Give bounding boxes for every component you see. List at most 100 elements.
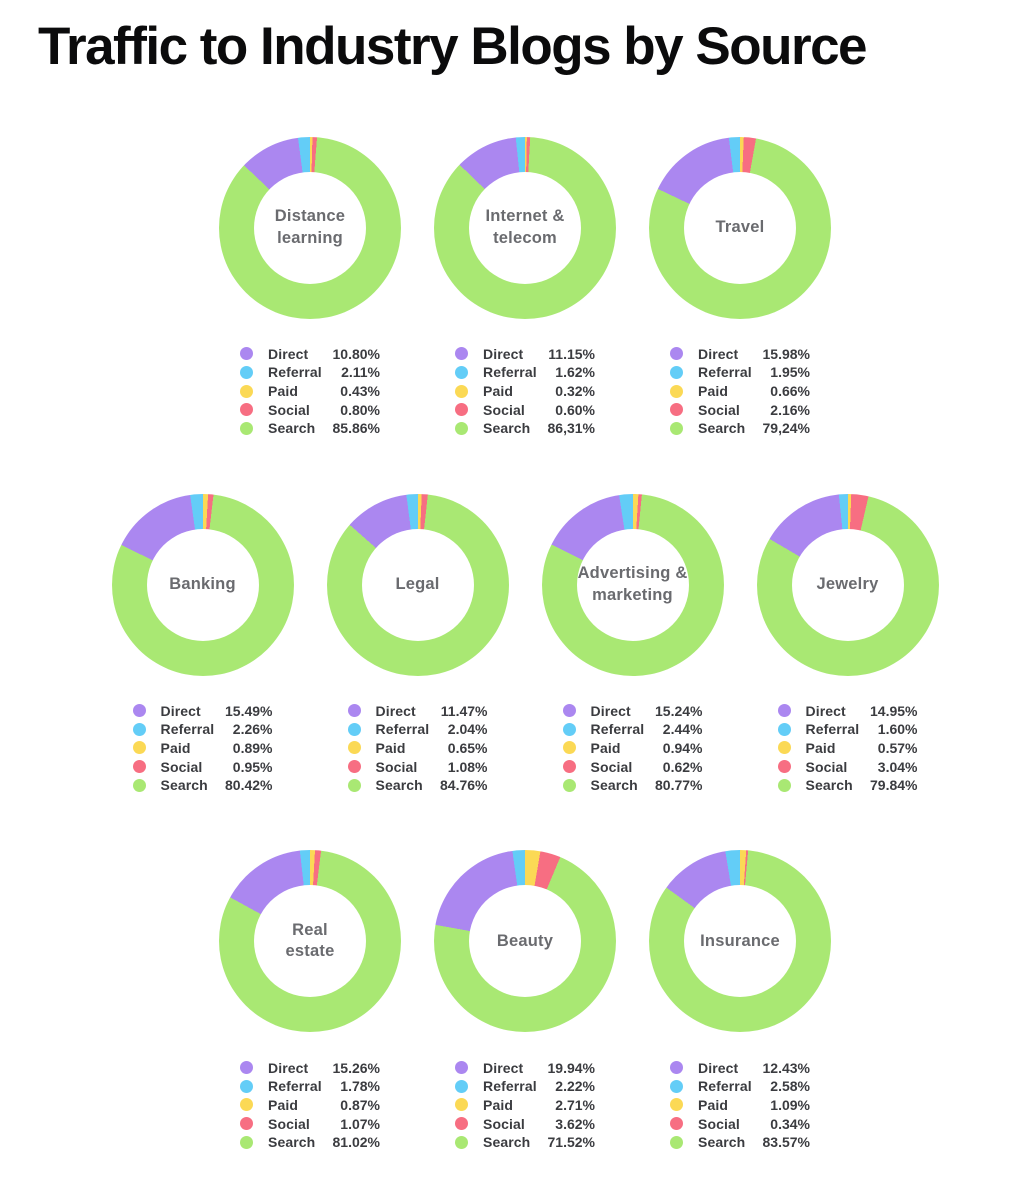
legend-swatch-direct-icon [132, 704, 146, 718]
chart-distance-learning: Distance learning Direct 10.80% Referral 2.1… [203, 136, 418, 438]
legend-label-paid: Paid [590, 739, 621, 756]
legend-swatch-search-icon [240, 421, 253, 435]
legend-value-paid: 1.09% [770, 1096, 810, 1113]
donut-chart-real-estate: Real estate [219, 850, 401, 1033]
legend-swatch-paid-icon [240, 384, 253, 398]
donut-chart-jewelry: Jewelry [756, 493, 939, 676]
legend-row-referral: Referral 2.26% [132, 720, 273, 739]
legend-swatch-direct-icon [777, 704, 791, 718]
legend-value-social: 0.34% [770, 1115, 810, 1132]
legend-value-referral: 2.11% [341, 364, 380, 381]
legend-swatch-search-icon [670, 421, 683, 435]
page-title: Traffic to Industry Blogs by Source [38, 17, 868, 76]
legend-value-direct: 10.80% [332, 345, 380, 362]
legend-row-direct: Direct 10.80% [240, 345, 380, 364]
legend-swatch-social-icon [347, 760, 361, 774]
legend-swatch-social-icon [562, 760, 576, 774]
legend-label-direct: Direct [483, 1059, 524, 1076]
legend-swatch-referral-icon [240, 365, 253, 379]
legend-value-paid: 2.71% [555, 1096, 595, 1113]
legend-label-search: Search [160, 777, 208, 794]
legend-label-social: Social [483, 1115, 525, 1132]
chart-travel: Travel Direct 15.98% Referral 1.95% Paid 0.66%… [633, 136, 848, 438]
legend-row-search: Search 84.76% [347, 776, 488, 795]
legend-row-search: Search 83.57% [670, 1133, 810, 1152]
legend-row-direct: Direct 11.47% [347, 702, 488, 721]
legend-swatch-referral-icon [670, 1079, 683, 1093]
legend-value-direct: 19.94% [547, 1059, 595, 1076]
legend-row-search: Search 80.77% [562, 776, 703, 795]
legend-row-social: Social 2.16% [670, 400, 810, 419]
legend-label-direct: Direct [805, 702, 846, 719]
donut-hole-real-estate: Real estate [254, 885, 366, 998]
legend-swatch-direct-icon [562, 704, 576, 718]
legend-label-direct: Direct [698, 345, 739, 362]
donut-chart-insurance: Insurance [649, 850, 831, 1033]
legend-label-social: Social [375, 758, 418, 775]
legend-row-direct: Direct 15.26% [240, 1058, 380, 1077]
legend-value-referral: 2.58% [770, 1078, 810, 1095]
legend-row-social: Social 0.95% [132, 757, 273, 776]
donut-hole-advertising-marketing: Advertising & marketing [576, 528, 689, 641]
legend-row-social: Social 3.04% [777, 757, 918, 776]
legend-beauty: Direct 19.94% Referral 2.22% Paid 2.71% Social… [455, 1058, 595, 1151]
legend-row-search: Search 79,24% [670, 419, 810, 438]
legend-label-paid: Paid [698, 383, 728, 400]
legend-row-search: Search 85.86% [240, 419, 380, 438]
legend-row-referral: Referral 1.60% [777, 720, 918, 739]
legend-row-referral: Referral 2.11% [240, 363, 380, 382]
legend-row-direct: Direct 12.43% [670, 1058, 810, 1077]
legend-value-direct: 15.49% [225, 702, 273, 719]
legend-label-search: Search [590, 777, 638, 794]
legend-swatch-direct-icon [240, 1061, 253, 1075]
legend-swatch-referral-icon [455, 365, 468, 379]
legend-label-referral: Referral [698, 364, 752, 381]
legend-row-search: Search 80.42% [132, 776, 273, 795]
legend-label-social: Social [483, 401, 525, 418]
legend-banking: Direct 15.49% Referral 2.26% Paid 0.89% Social… [132, 702, 273, 795]
legend-row-direct: Direct 15.98% [670, 345, 810, 364]
legend-row-referral: Referral 2.04% [347, 720, 488, 739]
legend-row-paid: Paid 2.71% [455, 1096, 595, 1115]
donut-chart-internet-telecom: Internet & telecom [434, 136, 616, 319]
legend-value-direct: 11.15% [548, 345, 595, 362]
chart-row-2: Banking Direct 15.49% Referral 2.26% Paid 0.89… [20, 493, 1030, 795]
legend-value-direct: 12.43% [762, 1059, 810, 1076]
legend-swatch-referral-icon [777, 722, 791, 736]
legend-label-search: Search [483, 1134, 531, 1151]
legend-label-direct: Direct [268, 1059, 309, 1076]
legend-label-social: Social [268, 1115, 310, 1132]
donut-chart-legal: Legal [326, 493, 509, 676]
legend-label-paid: Paid [805, 739, 836, 756]
legend-swatch-social-icon [132, 760, 146, 774]
legend-swatch-search-icon [670, 1135, 683, 1149]
legend-row-social: Social 0.62% [562, 757, 703, 776]
legend-swatch-social-icon [240, 1117, 253, 1131]
legend-label-search: Search [805, 777, 853, 794]
chart-center-label-beauty: Beauty [496, 931, 554, 950]
chart-insurance: Insurance Direct 12.43% Referral 2.58% Paid 1.… [633, 850, 848, 1151]
legend-label-direct: Direct [268, 345, 309, 362]
legend-value-paid: 0.57% [877, 739, 918, 756]
legend-value-search: 80.42% [225, 777, 273, 794]
legend-value-referral: 2.44% [662, 721, 703, 738]
legend-swatch-direct-icon [670, 1061, 683, 1075]
legend-row-search: Search 81.02% [240, 1133, 380, 1152]
legend-row-paid: Paid 0.32% [455, 382, 595, 401]
legend-value-paid: 0.32% [555, 383, 595, 400]
legend-swatch-social-icon [240, 403, 253, 417]
legend-value-search: 86,31% [547, 420, 595, 437]
legend-row-paid: Paid 1.09% [670, 1096, 810, 1115]
legend-label-social: Social [160, 758, 203, 775]
legend-label-direct: Direct [590, 702, 631, 719]
legend-value-referral: 2.26% [232, 721, 273, 738]
legend-label-paid: Paid [268, 383, 298, 400]
legend-row-direct: Direct 15.24% [562, 702, 703, 721]
legend-label-referral: Referral [268, 364, 322, 381]
legend-value-direct: 15.24% [655, 702, 703, 719]
chart-center-label-jewelry: Jewelry [816, 574, 879, 593]
legend-row-paid: Paid 0.89% [132, 739, 273, 758]
chart-center-label-legal: Legal [395, 574, 440, 593]
legend-value-social: 1.08% [447, 758, 488, 775]
legend-swatch-search-icon [240, 1135, 253, 1149]
